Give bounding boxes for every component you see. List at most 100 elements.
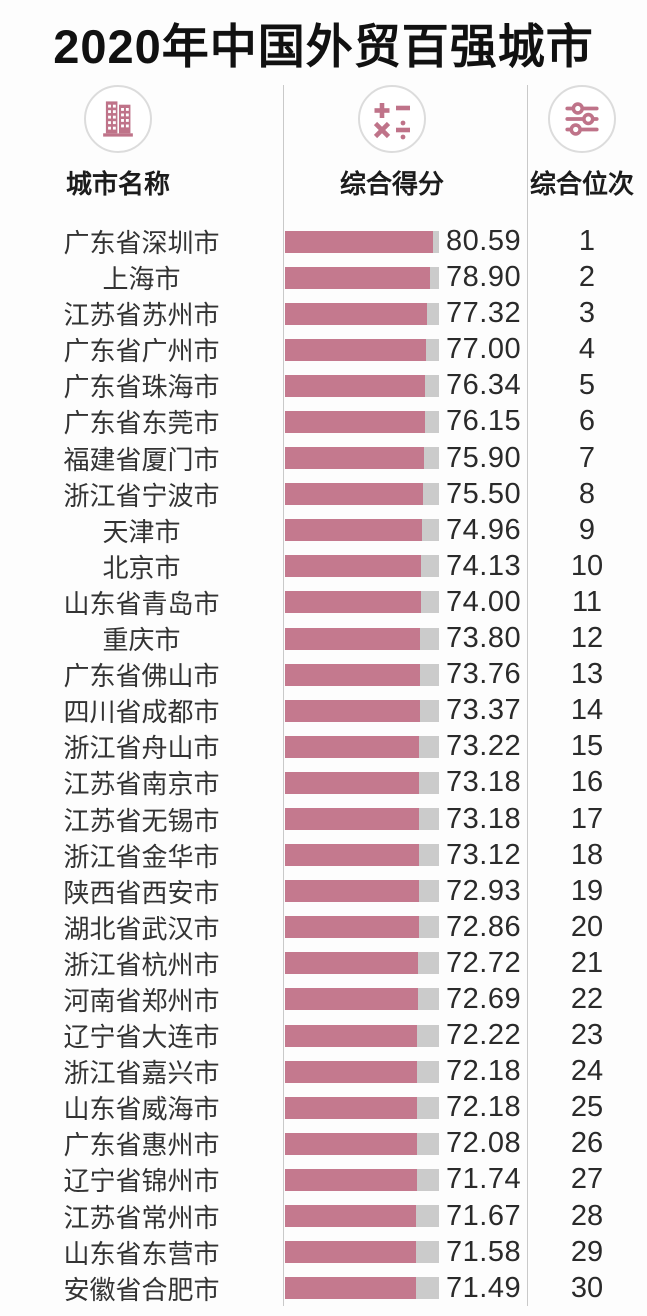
score-bar-fill [285, 735, 420, 758]
score-cell: 71.49 [283, 1272, 527, 1305]
score-cell: 76.34 [283, 369, 527, 402]
score-cell: 71.74 [283, 1163, 527, 1196]
rank-value: 16 [570, 766, 604, 799]
table-row: 天津市 74.96 9 [0, 512, 647, 548]
score-bar-fill [285, 1168, 417, 1191]
city-name: 四川省成都市 [63, 697, 220, 728]
table-row: 浙江省金华市 73.12 18 [0, 837, 647, 873]
score-bar [285, 627, 439, 650]
score-bar [285, 410, 439, 433]
score-bar-fill [285, 555, 421, 578]
table-row: 广东省深圳市 80.59 1 [0, 223, 647, 259]
city-name: 北京市 [102, 552, 181, 583]
score-bar [285, 844, 439, 867]
score-bar [285, 447, 439, 470]
score-bar [285, 1277, 439, 1300]
table-row: 广东省广州市 77.00 4 [0, 331, 647, 367]
rank-value: 2 [578, 261, 596, 294]
score-cell: 74.96 [283, 514, 527, 547]
score-bar-fill [285, 808, 420, 830]
score-bar-fill [285, 627, 421, 650]
sliders-icon [548, 85, 616, 153]
rank-value: 7 [578, 441, 596, 474]
table-row: 广东省东莞市 76.15 6 [0, 403, 647, 439]
score-bar-fill [285, 338, 427, 361]
rank-value: 17 [570, 802, 604, 835]
table-row: 山东省青岛市 74.00 11 [0, 584, 647, 620]
score-bar-fill [285, 1060, 418, 1083]
score-bar-fill [285, 410, 425, 433]
score-bar [285, 808, 439, 830]
score-bar-fill [285, 483, 424, 506]
score-bar-fill [285, 663, 421, 686]
rank-value: 4 [578, 333, 596, 366]
city-name: 江苏省苏州市 [63, 300, 220, 331]
score-bar-fill [285, 1096, 418, 1119]
city-name: 浙江省杭州市 [63, 949, 220, 980]
score-bar [285, 555, 439, 578]
city-name: 福建省厦门市 [63, 444, 220, 475]
table-row: 河南省郑州市 72.69 22 [0, 981, 647, 1017]
column-divider-left [283, 85, 284, 1306]
rank-value: 8 [578, 477, 596, 510]
score-bar [285, 1132, 439, 1155]
score-cell: 73.80 [283, 622, 527, 655]
city-name: 陕西省西安市 [63, 877, 220, 908]
score-value: 72.18 [446, 1091, 522, 1124]
score-value: 71.67 [446, 1199, 522, 1232]
rank-value: 29 [570, 1235, 604, 1268]
table-row: 福建省厦门市 75.90 7 [0, 440, 647, 476]
city-name: 广东省东莞市 [63, 408, 220, 439]
table-row: 浙江省宁波市 75.50 8 [0, 476, 647, 512]
score-bar [285, 591, 439, 614]
score-value: 75.50 [446, 477, 522, 510]
score-cell: 73.18 [283, 766, 527, 799]
score-bar-fill [285, 374, 425, 397]
score-cell: 73.76 [283, 658, 527, 691]
score-value: 72.18 [446, 1055, 522, 1088]
score-value: 73.80 [446, 622, 522, 655]
city-name: 辽宁省锦州市 [63, 1166, 220, 1197]
column-label-score: 综合得分 [339, 169, 444, 199]
rank-value: 12 [570, 622, 604, 655]
city-name: 辽宁省大连市 [63, 1022, 220, 1053]
score-value: 77.32 [446, 297, 522, 330]
score-bar-fill [285, 1277, 417, 1300]
score-bar [285, 1205, 439, 1228]
rank-value: 22 [570, 982, 604, 1015]
table-row: 浙江省杭州市 72.72 21 [0, 945, 647, 981]
rank-value: 5 [578, 369, 596, 402]
rank-value: 10 [570, 549, 604, 582]
city-name: 浙江省宁波市 [63, 480, 220, 511]
score-bar [285, 663, 439, 686]
city-name: 浙江省嘉兴市 [63, 1058, 220, 1089]
score-cell: 72.72 [283, 947, 527, 980]
city-name: 安徽省合肥市 [63, 1274, 220, 1305]
score-cell: 72.08 [283, 1127, 527, 1160]
rank-value: 20 [570, 910, 604, 943]
building-icon [84, 85, 152, 153]
rank-value: 3 [578, 297, 596, 330]
city-name: 河南省郑州市 [63, 985, 220, 1016]
table-row: 重庆市 73.80 12 [0, 620, 647, 656]
city-name: 广东省惠州市 [63, 1130, 220, 1161]
column-divider-right [527, 85, 528, 1306]
city-name: 山东省青岛市 [63, 588, 220, 619]
city-name: 广东省珠海市 [63, 372, 220, 403]
table-row: 陕西省西安市 72.93 19 [0, 873, 647, 909]
score-bar-fill [285, 447, 425, 470]
score-bar [285, 266, 439, 289]
score-cell: 73.18 [283, 803, 527, 836]
city-name: 天津市 [102, 516, 181, 547]
page-title: 2020年中国外贸百强城市 [53, 20, 594, 73]
score-value: 76.15 [446, 405, 522, 438]
score-cell: 72.69 [283, 983, 527, 1016]
score-bar-fill [285, 266, 430, 289]
city-name: 湖北省武汉市 [63, 913, 220, 944]
table-body: 广东省深圳市 80.59 1 上海市 78.90 2 江苏省苏州市 77.32 3 广东省广州市 7… [0, 223, 647, 1306]
table-row: 浙江省嘉兴市 72.18 24 [0, 1053, 647, 1089]
rank-value: 19 [570, 874, 604, 907]
score-value: 71.49 [446, 1271, 522, 1304]
table-row: 上海市 78.90 2 [0, 259, 647, 295]
city-name: 山东省东营市 [63, 1238, 220, 1269]
